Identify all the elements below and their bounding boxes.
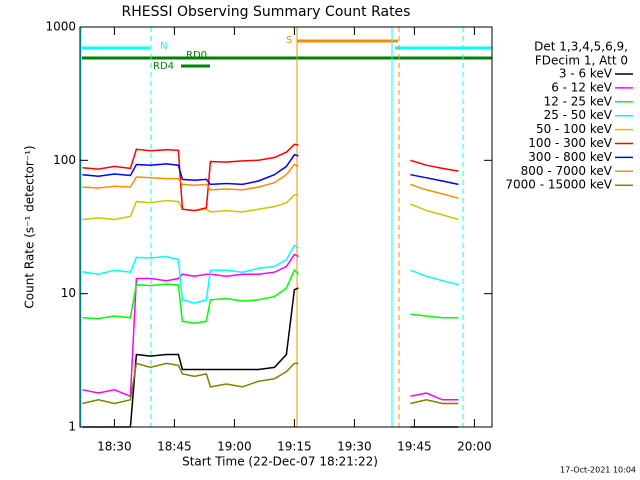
series-line [82,268,459,324]
y-tick-label: 1000 [45,20,76,34]
night-label: N [160,41,167,52]
saa-label: S [286,35,292,46]
series-line [82,287,459,428]
series-line [82,163,459,199]
legend-header: FDecim 1, Att 0 [535,54,628,68]
legend-header: Det 1,3,4,5,6,9, [534,40,628,54]
y-tick-label: 1 [68,420,76,434]
rd0-label: RD0 [186,50,207,61]
series-line [82,244,459,304]
legend-label: 300 - 800 keV [528,150,612,164]
y-axis-label: Count Rate (s⁻¹ detector⁻¹) [23,145,37,308]
flags: N S RD0 RD4 [80,27,492,427]
legend-label: 7000 - 15000 keV [505,178,612,192]
x-tick-label: 19:15 [277,440,312,454]
series-line [82,194,459,221]
legend-label: 25 - 50 keV [544,108,613,122]
legend-label: 3 - 6 keV [559,67,613,81]
x-tick-label: 19:00 [217,440,252,454]
legend-label: 100 - 300 keV [528,136,612,150]
chart-title: RHESSI Observing Summary Count Rates [122,4,411,20]
footer: 17-Oct-2021 10:04 [560,466,636,475]
series-line [82,253,459,401]
legend-label: 6 - 12 keV [551,80,613,94]
x-tick-label: 18:30 [97,440,132,454]
x-tick-label: 19:30 [337,440,372,454]
series-line [82,153,459,186]
x-tick-label: 18:45 [157,440,192,454]
y-tick-label: 10 [61,286,76,300]
plot-frame [79,26,493,428]
rd4-label: RD4 [153,61,174,72]
legend-label: 800 - 7000 keV [521,164,613,178]
x-axis-label: Start Time (22-Dec-07 18:21:22) [182,455,378,469]
legend-label: 50 - 100 keV [536,122,613,136]
series-line [82,143,459,212]
series-line [82,362,459,405]
x-tick-label: 20:00 [457,440,492,454]
x-tick-label: 19:45 [397,440,432,454]
legend-label: 12 - 25 keV [544,94,613,108]
y-tick-label: 100 [53,153,76,167]
